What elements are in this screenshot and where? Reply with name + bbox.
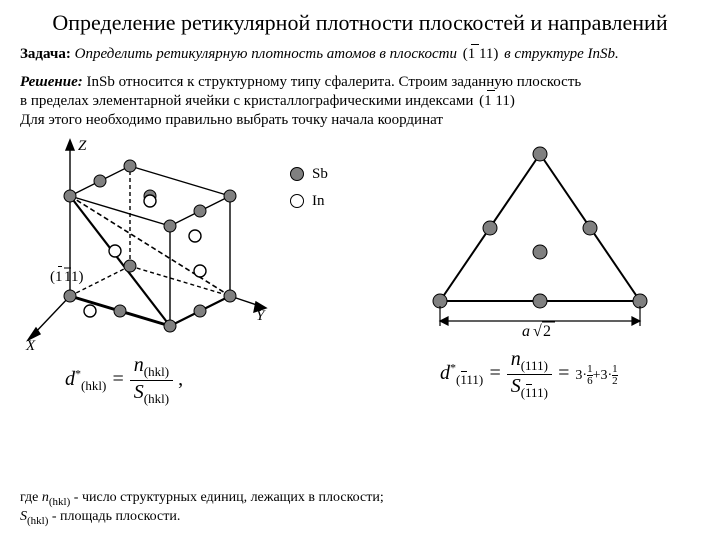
plane-label: (1 11) — [50, 266, 83, 285]
legend-in: In — [290, 193, 328, 210]
task-line: Задача: Определить ретикулярную плотност… — [20, 46, 700, 63]
in-dot-icon — [290, 194, 304, 208]
axis-z-label: Z — [78, 138, 87, 154]
axis-x-label: X — [25, 338, 36, 354]
legend-in-label: In — [312, 193, 325, 210]
legend: Sb In — [290, 166, 328, 220]
task-body-before: Определить ретикулярную плотность атомов… — [75, 46, 457, 62]
task-label: Задача: — [20, 46, 71, 62]
formula-left: d*(hkl) = n(hkl) S(hkl) , — [65, 354, 183, 407]
solution-line2: в пределах элементарной ячейки с кристал… — [20, 93, 473, 109]
fl-var: d — [65, 368, 75, 390]
svg-text:11): 11) — [64, 269, 83, 285]
legend-sb-label: Sb — [312, 166, 328, 183]
fr-var: d — [440, 362, 450, 384]
solution-line3: Для этого необходимо правильно выбрать т… — [20, 112, 443, 128]
task-body-after: в структуре InSb. — [504, 46, 619, 62]
svg-text:(1: (1 — [50, 269, 63, 285]
page-title: Определение ретикулярной плотности плоск… — [50, 10, 670, 36]
solution-block: Решение: InSb относится к структурному т… — [20, 73, 700, 129]
axis-y-label: Y — [256, 308, 266, 324]
cube-diagram: Z X Y — [20, 136, 280, 356]
footnote: где n(hkl) - число структурных единиц, л… — [20, 490, 420, 528]
solution-label: Решение: — [20, 74, 83, 90]
solution-hkl: (1 11) — [477, 92, 517, 111]
task-hkl: (1 11) — [461, 46, 501, 63]
base-a: a — [522, 323, 530, 340]
triangle-diagram: a √ 2 — [410, 136, 670, 346]
solution-line1: InSb относится к структурному типу сфале… — [87, 74, 582, 90]
legend-sb: Sb — [290, 166, 328, 183]
formula-right: d*(111) = n(111) S(111) = 3·16+3·12 — [440, 348, 618, 401]
sb-dot-icon — [290, 167, 304, 181]
figures-area: Z X Y — [20, 136, 700, 396]
sqrt-val: 2 — [543, 323, 551, 340]
sqrt-sign: √ — [533, 323, 542, 340]
